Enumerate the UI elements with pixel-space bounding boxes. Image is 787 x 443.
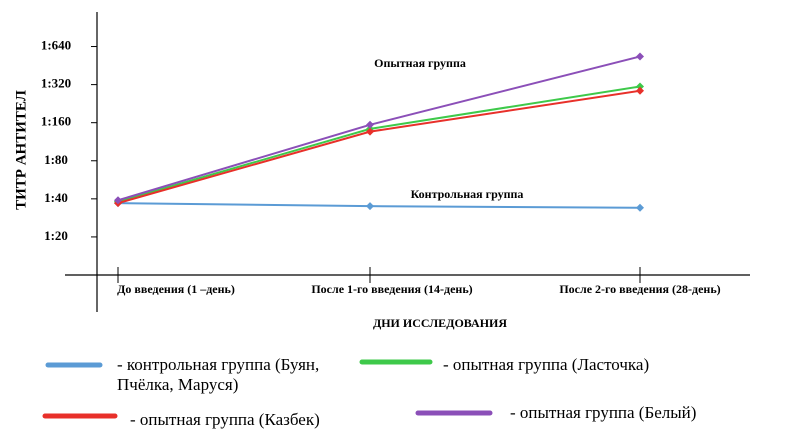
- legend-label: - опытная группа (Казбек): [130, 410, 320, 429]
- x-tick-label: После 2-го введения (28-день): [559, 282, 720, 296]
- point: [636, 82, 644, 91]
- x-tick-label: После 1-го введения (14-день): [311, 282, 472, 296]
- series-line: [117, 85, 641, 203]
- series-line: [117, 202, 641, 209]
- point: [636, 86, 644, 95]
- y-tick-label: 1:160: [41, 114, 71, 129]
- y-axis-title: ТИТР АНТИТЕЛ: [13, 90, 29, 210]
- point: [114, 196, 122, 205]
- y-tick-label: 1:80: [44, 152, 68, 167]
- annotation: Опытная группа: [374, 56, 466, 70]
- legend-label: - контрольная группа (Буян, Пчёлка, Мару…: [117, 355, 320, 394]
- legend-label: - опытная группа (Ласточка): [443, 355, 650, 374]
- x-axis-title: ДНИ ИССЛЕДОВАНИЯ: [373, 316, 507, 330]
- series-line: [117, 89, 641, 205]
- y-tick-label: 1:40: [44, 190, 68, 205]
- y-tick-label: 1:20: [44, 228, 68, 243]
- y-tick-label: 1:320: [41, 76, 71, 91]
- point: [366, 127, 374, 136]
- point: [636, 203, 644, 212]
- y-tick-label: 1:640: [41, 38, 71, 53]
- point: [366, 120, 374, 129]
- point: [366, 202, 374, 211]
- x-tick-label: До введения (1 –день): [117, 282, 235, 296]
- annotation: Контрольная группа: [411, 187, 524, 201]
- legend-label: - опытная группа (Белый): [510, 403, 697, 422]
- point: [636, 52, 644, 61]
